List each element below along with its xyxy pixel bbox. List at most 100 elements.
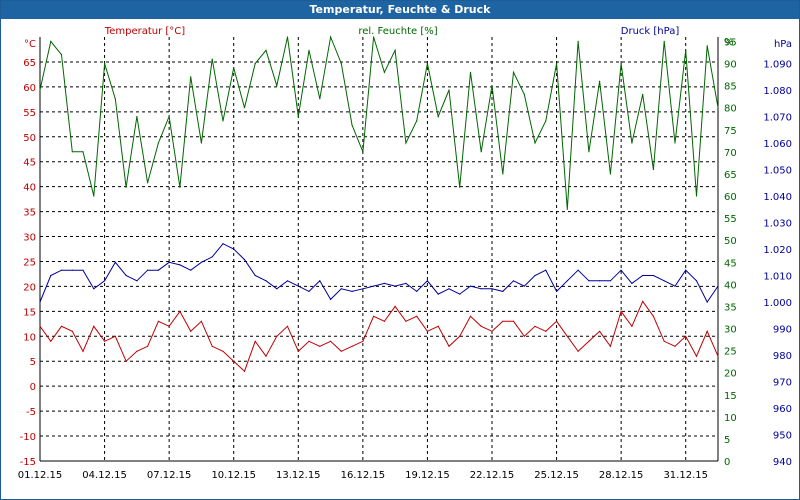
humidity-line-point bbox=[190, 76, 192, 78]
humidity-tick-label: 20 bbox=[724, 369, 737, 380]
temperature-line-point bbox=[308, 340, 310, 342]
humidity-line-point bbox=[523, 93, 525, 95]
temperature-line-point bbox=[254, 340, 256, 342]
temperature-line-point bbox=[265, 355, 267, 357]
humidity-line-point bbox=[276, 85, 278, 87]
humidity-line-point bbox=[469, 71, 472, 73]
temp-tick-label: 0 bbox=[30, 382, 36, 393]
pressure-tick-label: 1.040 bbox=[763, 192, 792, 203]
temperature-line-point bbox=[39, 325, 41, 327]
temperature-line-point bbox=[674, 345, 676, 347]
humidity-line-point bbox=[642, 93, 644, 95]
date-tick-label: 31.12.15 bbox=[663, 470, 708, 481]
temperature-line-point bbox=[373, 315, 375, 317]
humidity-line-point bbox=[60, 54, 63, 56]
humidity-line-point bbox=[211, 58, 213, 60]
pressure-line-point bbox=[502, 290, 504, 292]
temperature-line-point bbox=[663, 340, 665, 342]
humidity-tick-label: 40 bbox=[724, 280, 737, 291]
temp-tick-label: 25 bbox=[23, 257, 36, 268]
humidity-line-point bbox=[588, 151, 590, 153]
humidity-line-point bbox=[39, 89, 41, 91]
temperature-line-point bbox=[330, 340, 332, 342]
humidity-line-point bbox=[534, 142, 536, 144]
pressure-line-point bbox=[286, 280, 289, 282]
pressure-unit-label: hPa bbox=[774, 39, 792, 50]
pressure-line-point bbox=[93, 288, 95, 290]
pressure-line-point bbox=[297, 285, 299, 287]
temperature-line-point bbox=[523, 335, 525, 337]
temperature-line-point bbox=[297, 350, 299, 352]
humidity-line-point bbox=[319, 98, 321, 100]
humidity-line-point bbox=[480, 151, 482, 153]
humidity-line-point bbox=[222, 120, 224, 122]
pressure-tick-label: 960 bbox=[773, 404, 792, 415]
pressure-line-point bbox=[233, 248, 235, 250]
pressure-tick-label: 1.080 bbox=[763, 86, 792, 97]
pressure-line-point bbox=[383, 282, 385, 284]
pressure-line-point bbox=[588, 280, 590, 282]
humidity-line-point bbox=[426, 62, 428, 65]
temp-tick-label: 65 bbox=[23, 58, 36, 69]
humidity-line-point bbox=[599, 80, 601, 82]
pressure-line-point bbox=[125, 274, 127, 277]
humidity-line-point bbox=[502, 173, 504, 175]
humidity-line-point bbox=[200, 142, 202, 144]
date-tick-label: 13.12.15 bbox=[276, 470, 321, 481]
temperature-line-point bbox=[652, 315, 655, 317]
pressure-line-point bbox=[308, 290, 310, 292]
pressure-line-point bbox=[523, 285, 525, 287]
temperature-line-point bbox=[233, 360, 235, 362]
humidity-line-point bbox=[104, 62, 106, 65]
humidity-line bbox=[39, 35, 719, 210]
temperature-line-point bbox=[93, 325, 95, 327]
temp-tick-label: 35 bbox=[23, 208, 36, 219]
pressure-line-point bbox=[179, 264, 181, 266]
humidity-line-point bbox=[93, 195, 95, 197]
humidity-tick-label: 35 bbox=[724, 302, 737, 313]
temperature-line-point bbox=[566, 335, 568, 337]
pressure-tick-label: 990 bbox=[773, 325, 792, 336]
pressure-line-point bbox=[695, 280, 698, 282]
temperature-line-point bbox=[82, 350, 84, 352]
humidity-line-point bbox=[254, 62, 256, 65]
humidity-tick-label: 80 bbox=[724, 104, 737, 115]
humidity-line-point bbox=[695, 195, 698, 197]
humidity-tick-label: 95 bbox=[724, 37, 737, 48]
date-tick-label: 07.12.15 bbox=[147, 470, 192, 481]
date-tick-label: 04.12.15 bbox=[82, 470, 127, 481]
pressure-line-point bbox=[330, 298, 332, 300]
pressure-line-point bbox=[211, 256, 213, 258]
humidity-line-point bbox=[631, 142, 633, 144]
humidity-tick-label: 45 bbox=[724, 258, 737, 269]
date-tick-label: 19.12.15 bbox=[405, 470, 450, 481]
humidity-line-point bbox=[545, 120, 547, 122]
pressure-line-point bbox=[373, 285, 375, 287]
humidity-line-point bbox=[373, 36, 375, 38]
temperature-line-point bbox=[599, 330, 601, 332]
humidity-line-point bbox=[340, 62, 342, 65]
pressure-line-point bbox=[469, 285, 472, 287]
humidity-line-point bbox=[136, 115, 138, 118]
pressure-line-point bbox=[114, 261, 116, 263]
temp-tick-label: 55 bbox=[23, 108, 36, 119]
temperature-line-point bbox=[416, 315, 418, 317]
pressure-line-point bbox=[577, 269, 579, 271]
humidity-line-point bbox=[609, 173, 612, 175]
temp-tick-label: 50 bbox=[23, 133, 36, 144]
humidity-line-point bbox=[351, 124, 353, 126]
temperature-line-point bbox=[631, 325, 633, 327]
pressure-line-point bbox=[71, 269, 73, 271]
temperature-line-point bbox=[147, 345, 149, 347]
pressure-line-point bbox=[512, 280, 515, 282]
humidity-tick-label: 10 bbox=[724, 413, 737, 424]
temperature-line-point bbox=[512, 320, 515, 322]
temperature-line-point bbox=[469, 315, 472, 317]
pressure-line-point bbox=[491, 288, 493, 290]
pressure-line-point bbox=[340, 288, 342, 290]
pressure-tick-label: 1.030 bbox=[763, 219, 792, 230]
pressure-line-point bbox=[652, 274, 655, 277]
temperature-line-point bbox=[545, 330, 547, 332]
pressure-line-point bbox=[631, 282, 633, 284]
humidity-line-point bbox=[556, 62, 558, 65]
